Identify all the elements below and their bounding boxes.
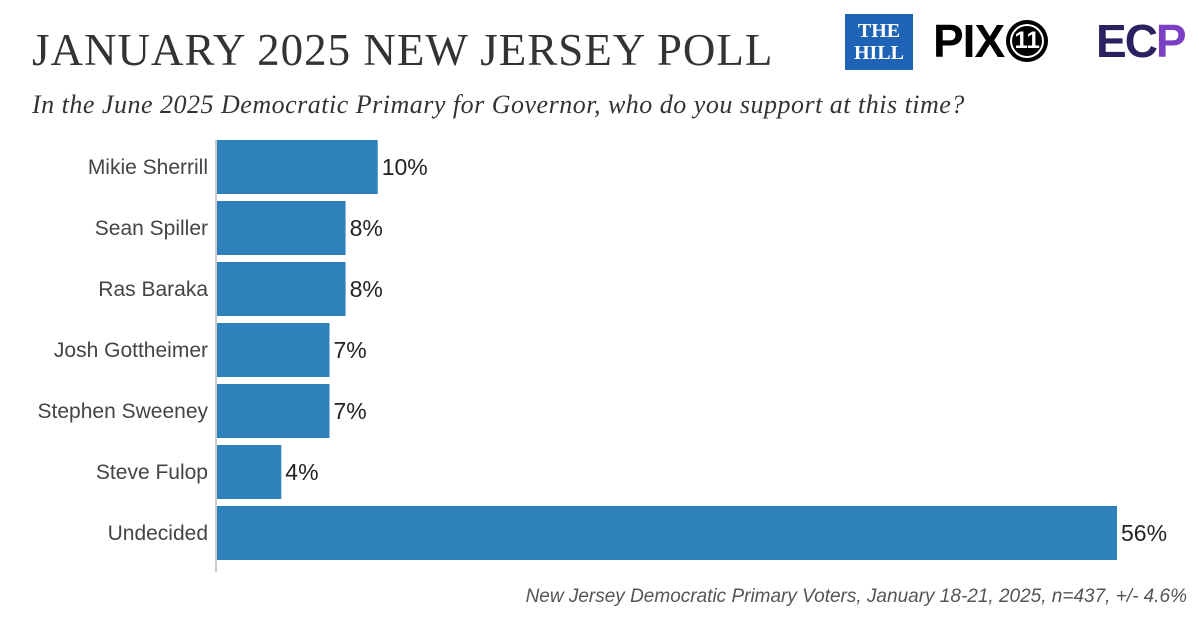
value-label: 10% [382,154,428,180]
chart-title: JANUARY 2025 NEW JERSEY POLL [32,25,774,75]
bar [217,201,346,255]
category-label: Ras Baraka [98,278,208,301]
pix11-logo: PIX 11 [933,15,1049,67]
the-hill-logo: THE HILL [845,14,913,70]
pix11-logo-number: 11 [1006,20,1049,62]
value-label: 7% [334,398,367,424]
bar [217,506,1117,560]
category-label: Stephen Sweeney [38,400,209,423]
category-label: Mikie Sherrill [88,156,208,179]
value-label: 8% [350,215,383,241]
bar [217,140,378,194]
value-label: 7% [334,337,367,363]
bar [217,445,282,499]
ecp-logo: ECP [1096,15,1187,67]
chart-footnote: New Jersey Democratic Primary Voters, Ja… [525,586,1187,607]
value-label: 8% [350,276,383,302]
value-label: 4% [285,459,318,485]
ecp-logo-letter: E [1096,15,1127,67]
ecp-logo-letter: C [1124,15,1158,67]
chart-subtitle: In the June 2025 Democratic Primary for … [32,90,965,119]
category-label: Sean Spiller [95,217,208,240]
value-label: 56% [1121,520,1167,546]
category-label: Steve Fulop [96,461,208,484]
category-label: Josh Gottheimer [54,339,208,362]
ecp-logo-letter: P [1155,15,1187,67]
bar [217,384,330,438]
the-hill-logo-line1: THE [857,20,901,42]
bar [217,262,346,316]
the-hill-logo-line2: HILL [853,42,905,64]
bar [217,323,330,377]
pix11-logo-text: PIX [933,15,1005,67]
category-label: Undecided [108,522,208,545]
